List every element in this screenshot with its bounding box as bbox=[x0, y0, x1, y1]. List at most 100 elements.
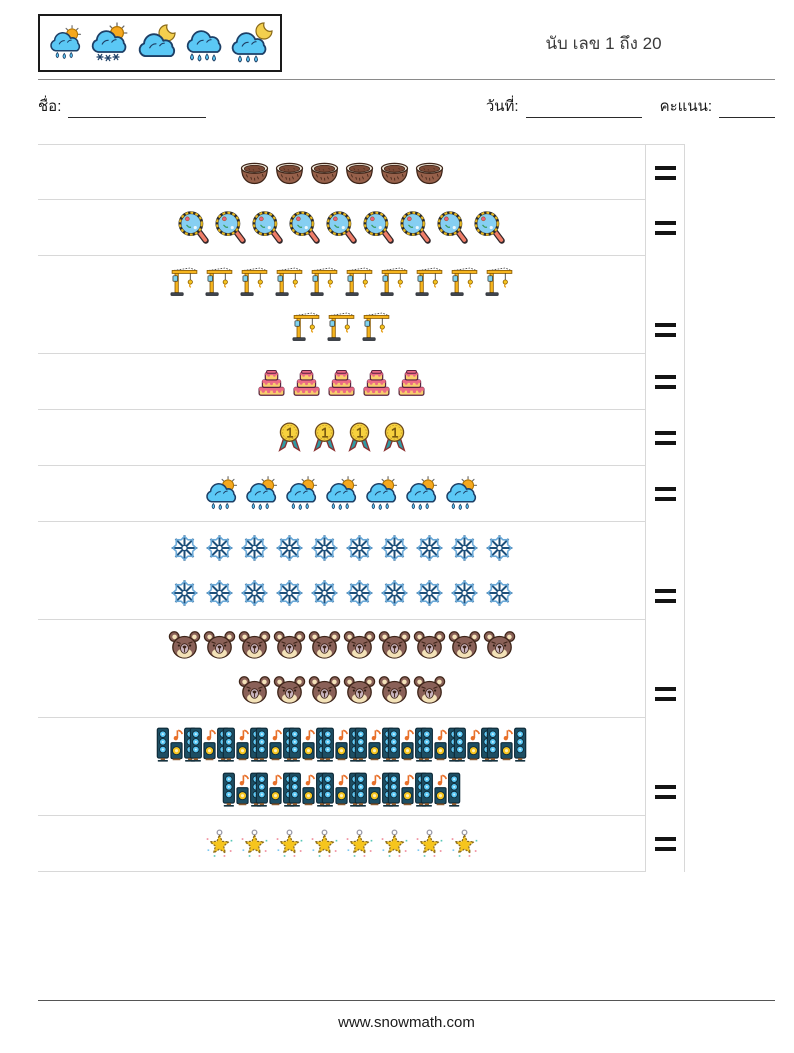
table-row bbox=[38, 522, 775, 620]
equals-sign bbox=[654, 375, 676, 389]
score-blank[interactable] bbox=[719, 104, 775, 118]
name-label: ชื่อ: bbox=[38, 98, 62, 115]
table-row bbox=[38, 200, 775, 256]
footer: www.snowmath.com bbox=[38, 1000, 775, 1041]
answer-cell[interactable] bbox=[685, 144, 775, 200]
crane-icon bbox=[413, 263, 446, 301]
star-icon bbox=[308, 825, 341, 863]
crane-icon bbox=[238, 263, 271, 301]
bear-icon bbox=[273, 672, 306, 710]
equals-sign bbox=[654, 487, 676, 501]
footer-site: www.snowmath.com bbox=[338, 1014, 475, 1031]
snowflake-icon bbox=[168, 574, 201, 612]
rain-cloud-icon bbox=[182, 20, 226, 66]
sun-rain-cloud-icon bbox=[323, 475, 361, 513]
header: นับ เลข 1 ถึง 20 bbox=[38, 14, 775, 72]
bear-icon bbox=[308, 672, 341, 710]
cake-icon bbox=[395, 363, 428, 401]
icon-cell bbox=[38, 816, 645, 872]
snowflake-icon bbox=[203, 574, 236, 612]
speaker-icon bbox=[486, 725, 527, 763]
bear-icon bbox=[378, 672, 411, 710]
equals-cell bbox=[645, 354, 685, 410]
icon-line bbox=[273, 419, 411, 457]
equals-sign bbox=[654, 837, 676, 851]
bear-icon bbox=[343, 672, 376, 710]
answer-cell[interactable] bbox=[685, 354, 775, 410]
sun-rain-cloud-icon bbox=[283, 475, 321, 513]
equals-cell bbox=[645, 718, 685, 816]
magnifier-icon bbox=[176, 209, 211, 247]
bear-icon bbox=[378, 627, 411, 665]
magnifier-icon bbox=[213, 209, 248, 247]
answer-cell[interactable] bbox=[685, 200, 775, 256]
star-icon bbox=[343, 825, 376, 863]
snowflake-icon bbox=[413, 574, 446, 612]
name-field: ชื่อ: bbox=[38, 94, 207, 118]
equals-cell bbox=[645, 522, 685, 620]
equals-sign bbox=[654, 165, 676, 180]
coconut-icon bbox=[308, 153, 341, 191]
snowflake-icon bbox=[483, 529, 516, 567]
equals-cell bbox=[645, 410, 685, 466]
snowflake-icon bbox=[203, 529, 236, 567]
medal-icon bbox=[343, 419, 376, 457]
coconut-icon bbox=[413, 153, 446, 191]
crane-icon bbox=[325, 308, 358, 346]
bear-icon bbox=[238, 672, 271, 710]
magnifier-icon bbox=[435, 209, 470, 247]
answer-cell[interactable] bbox=[685, 718, 775, 816]
crane-icon bbox=[378, 263, 411, 301]
cake-icon bbox=[325, 363, 358, 401]
answer-cell[interactable] bbox=[685, 466, 775, 522]
star-icon bbox=[378, 825, 411, 863]
bear-icon bbox=[343, 627, 376, 665]
icon-line bbox=[255, 363, 428, 401]
cake-icon bbox=[290, 363, 323, 401]
page-title: นับ เลข 1 ถึง 20 bbox=[545, 33, 662, 53]
equals-cell bbox=[645, 466, 685, 522]
star-icon bbox=[203, 825, 236, 863]
equals-cell bbox=[645, 620, 685, 718]
icon-line bbox=[290, 308, 393, 346]
icon-line bbox=[168, 627, 516, 665]
icon-cell bbox=[38, 522, 645, 620]
crane-icon bbox=[308, 263, 341, 301]
bear-icon bbox=[273, 627, 306, 665]
snowflake-icon bbox=[378, 529, 411, 567]
bear-icon bbox=[413, 672, 446, 710]
icon-line bbox=[238, 672, 446, 710]
icon-cell bbox=[38, 718, 645, 816]
icon-line bbox=[203, 475, 481, 513]
equals-sign bbox=[654, 687, 676, 701]
equals-cell bbox=[645, 256, 685, 354]
answer-cell[interactable] bbox=[685, 256, 775, 354]
icon-line bbox=[168, 529, 516, 567]
date-blank[interactable] bbox=[525, 104, 642, 118]
star-icon bbox=[273, 825, 306, 863]
date-label: วันที่: bbox=[485, 98, 519, 115]
sun-rain-cloud-icon bbox=[243, 475, 281, 513]
icon-cell bbox=[38, 620, 645, 718]
bear-icon bbox=[168, 627, 201, 665]
answer-cell[interactable] bbox=[685, 410, 775, 466]
answer-cell[interactable] bbox=[685, 620, 775, 718]
magnifier-icon bbox=[250, 209, 285, 247]
magnifier-icon bbox=[287, 209, 322, 247]
medal-icon bbox=[308, 419, 341, 457]
coconut-icon bbox=[238, 153, 271, 191]
snowflake-icon bbox=[483, 574, 516, 612]
icon-cell bbox=[38, 200, 645, 256]
coconut-icon bbox=[378, 153, 411, 191]
crane-icon bbox=[360, 308, 393, 346]
equals-sign bbox=[654, 323, 676, 337]
answer-cell[interactable] bbox=[685, 816, 775, 872]
table-row bbox=[38, 354, 775, 410]
crane-icon bbox=[273, 263, 306, 301]
answer-cell[interactable] bbox=[685, 522, 775, 620]
name-blank[interactable] bbox=[68, 104, 207, 118]
crane-icon bbox=[203, 263, 236, 301]
snowflake-icon bbox=[308, 529, 341, 567]
table-row bbox=[38, 718, 775, 816]
table-row bbox=[38, 144, 775, 200]
